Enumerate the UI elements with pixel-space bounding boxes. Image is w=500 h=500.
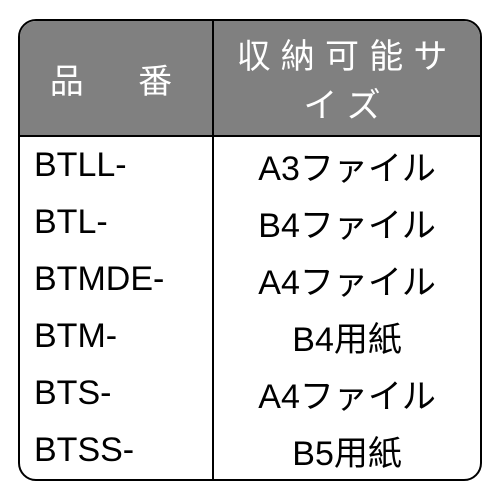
cell-storage-size: B5用紙 — [213, 422, 480, 479]
cell-part-number: BTSS- — [20, 422, 213, 479]
cell-part-number: BTLL- — [20, 136, 213, 194]
spec-table-container: 品 番 収納可能サイズ BTLL- A3ファイル BTL- B4ファイル BTM… — [18, 19, 482, 481]
cell-storage-size: B4ファイル — [213, 194, 480, 251]
cell-part-number: BTMDE- — [20, 251, 213, 308]
cell-part-number: BTL- — [20, 194, 213, 251]
cell-part-number: BTS- — [20, 365, 213, 422]
cell-part-number: BTM- — [20, 308, 213, 365]
table-row: BTSS- B5用紙 — [20, 422, 480, 479]
col-header-part-number: 品 番 — [20, 21, 213, 136]
table-row: BTMDE- A4ファイル — [20, 251, 480, 308]
spec-table: 品 番 収納可能サイズ BTLL- A3ファイル BTL- B4ファイル BTM… — [20, 21, 480, 479]
col-header-storage-size: 収納可能サイズ — [213, 21, 480, 136]
table-row: BTLL- A3ファイル — [20, 136, 480, 194]
cell-storage-size: B4用紙 — [213, 308, 480, 365]
table-row: BTM- B4用紙 — [20, 308, 480, 365]
table-row: BTL- B4ファイル — [20, 194, 480, 251]
table-row: BTS- A4ファイル — [20, 365, 480, 422]
cell-storage-size: A3ファイル — [213, 136, 480, 194]
table-header-row: 品 番 収納可能サイズ — [20, 21, 480, 136]
cell-storage-size: A4ファイル — [213, 365, 480, 422]
cell-storage-size: A4ファイル — [213, 251, 480, 308]
